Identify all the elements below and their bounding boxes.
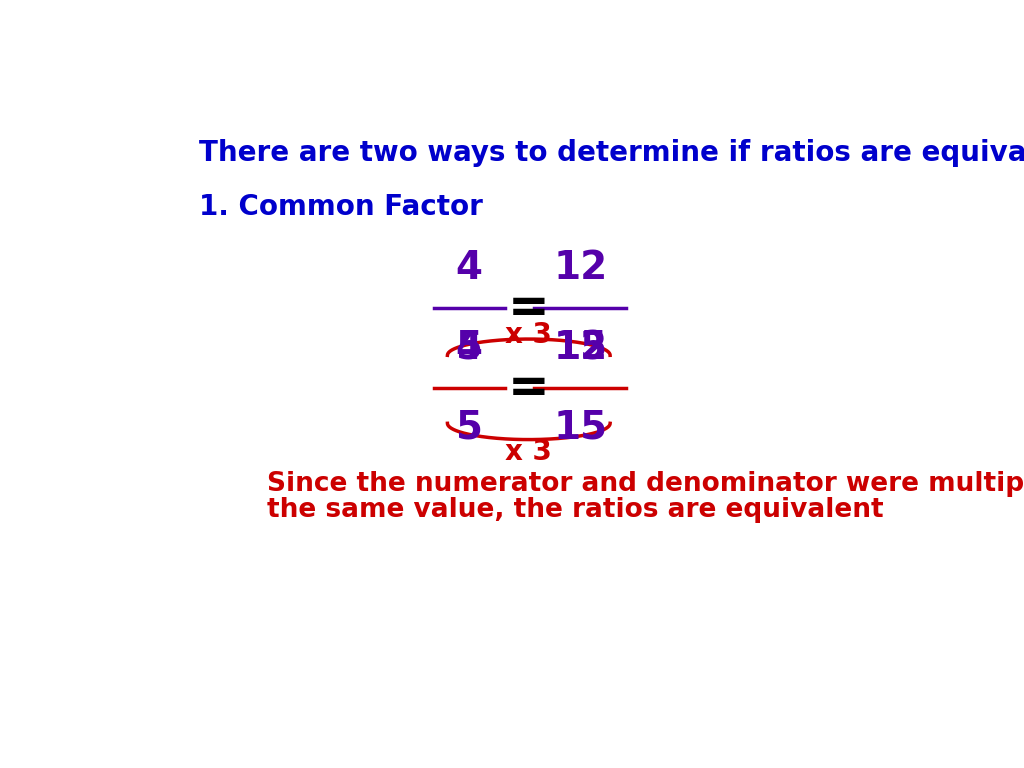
- Text: 4: 4: [456, 329, 482, 367]
- Text: 15: 15: [553, 329, 607, 366]
- Text: 1. Common Factor: 1. Common Factor: [200, 193, 483, 220]
- Text: =: =: [508, 284, 550, 332]
- Text: 12: 12: [553, 329, 607, 367]
- Text: the same value, the ratios are equivalent: the same value, the ratios are equivalen…: [267, 497, 884, 523]
- Text: 12: 12: [553, 250, 607, 287]
- Text: x 3: x 3: [505, 438, 552, 466]
- Text: Since the numerator and denominator were multiplied by: Since the numerator and denominator were…: [267, 471, 1024, 497]
- Text: 4: 4: [456, 250, 482, 287]
- Text: =: =: [508, 364, 550, 412]
- Text: x 3: x 3: [505, 321, 552, 349]
- Text: 5: 5: [456, 329, 482, 366]
- Text: 15: 15: [553, 409, 607, 446]
- Text: 5: 5: [456, 409, 482, 446]
- Text: There are two ways to determine if ratios are equivalent.: There are two ways to determine if ratio…: [200, 140, 1024, 167]
